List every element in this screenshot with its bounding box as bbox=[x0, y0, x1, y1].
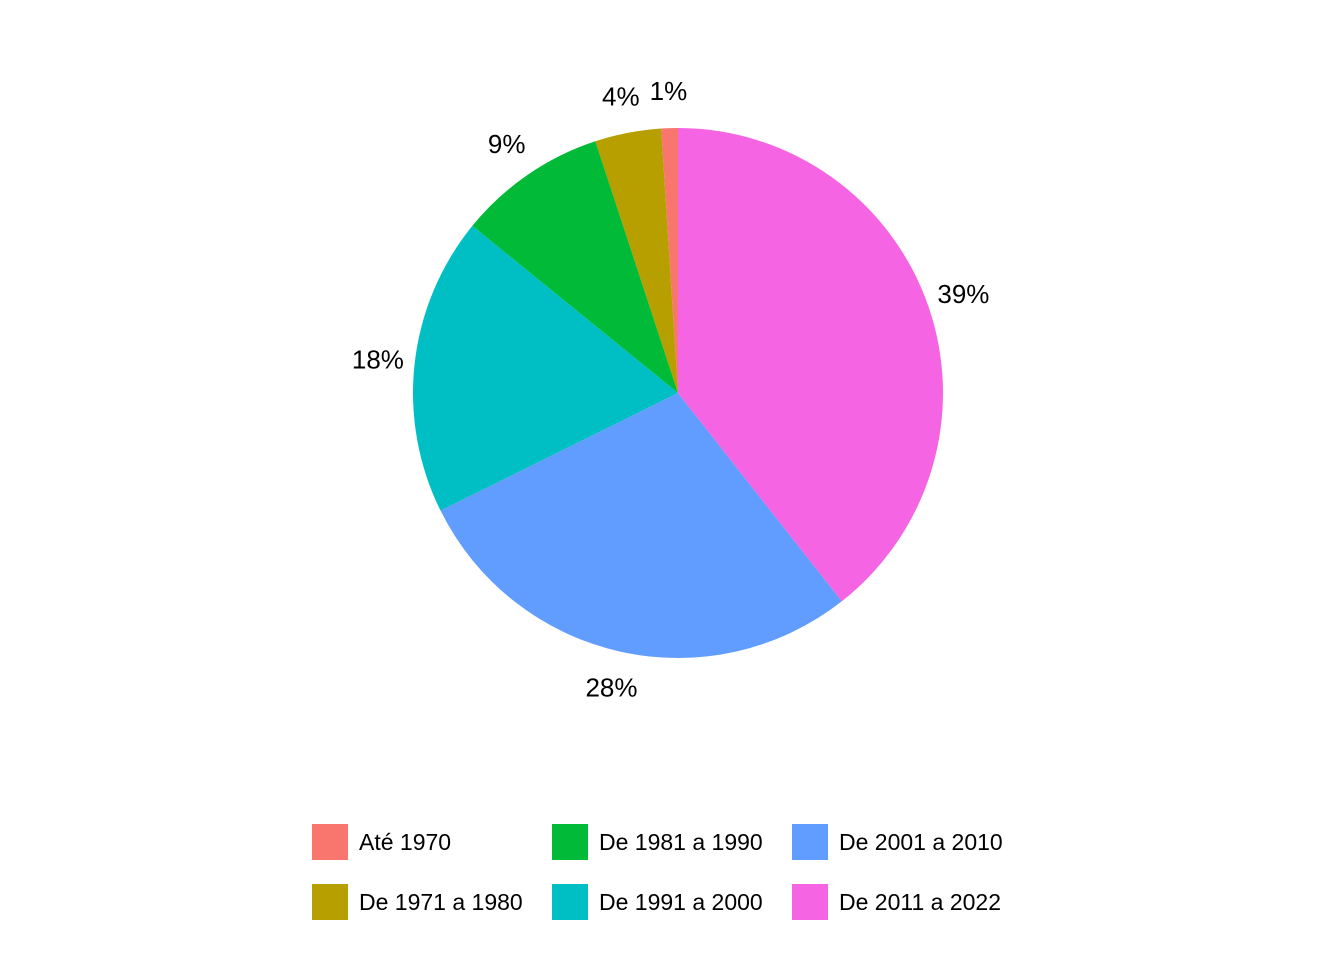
legend-label: De 2001 a 2010 bbox=[839, 828, 1003, 855]
legend-label: De 1981 a 1990 bbox=[599, 828, 763, 855]
legend-label: De 2011 a 2022 bbox=[839, 888, 1001, 915]
slice-label-6: 39% bbox=[937, 279, 989, 309]
legend-item: Até 1970 bbox=[312, 824, 552, 860]
legend-item: De 2011 a 2022 bbox=[792, 884, 1032, 920]
legend-swatch bbox=[792, 824, 828, 860]
legend-label: De 1971 a 1980 bbox=[359, 888, 523, 915]
pie-slice-3 bbox=[472, 141, 678, 393]
legend-swatch bbox=[312, 884, 348, 920]
legend-label: Até 1970 bbox=[359, 828, 452, 855]
legend-item: De 2001 a 2010 bbox=[792, 824, 1032, 860]
slice-label-2: 4% bbox=[602, 82, 640, 112]
legend-label: De 1991 a 2000 bbox=[599, 888, 763, 915]
slice-label-3: 9% bbox=[488, 129, 526, 159]
pie-chart: 1% 4% 9% 18% 28% 39% bbox=[352, 76, 990, 703]
pie-slice-2 bbox=[595, 128, 678, 393]
pie-slice-4 bbox=[412, 225, 678, 511]
legend-item: De 1991 a 2000 bbox=[552, 884, 792, 920]
pie-slice-5 bbox=[440, 393, 842, 658]
pie-slice-1 bbox=[661, 127, 678, 393]
chart-legend: Até 1970 De 1981 a 1990 De 2001 a 2010 D… bbox=[312, 812, 1032, 932]
slice-label-4: 18% bbox=[352, 345, 404, 375]
legend-item: De 1981 a 1990 bbox=[552, 824, 792, 860]
slice-label-5: 28% bbox=[585, 673, 637, 703]
legend-item: De 1971 a 1980 bbox=[312, 884, 552, 920]
legend-swatch bbox=[792, 884, 828, 920]
legend-swatch bbox=[552, 884, 588, 920]
slice-label-1: 1% bbox=[650, 76, 688, 106]
legend-swatch bbox=[312, 824, 348, 860]
legend-swatch bbox=[552, 824, 588, 860]
pie-slice-6 bbox=[678, 128, 943, 602]
